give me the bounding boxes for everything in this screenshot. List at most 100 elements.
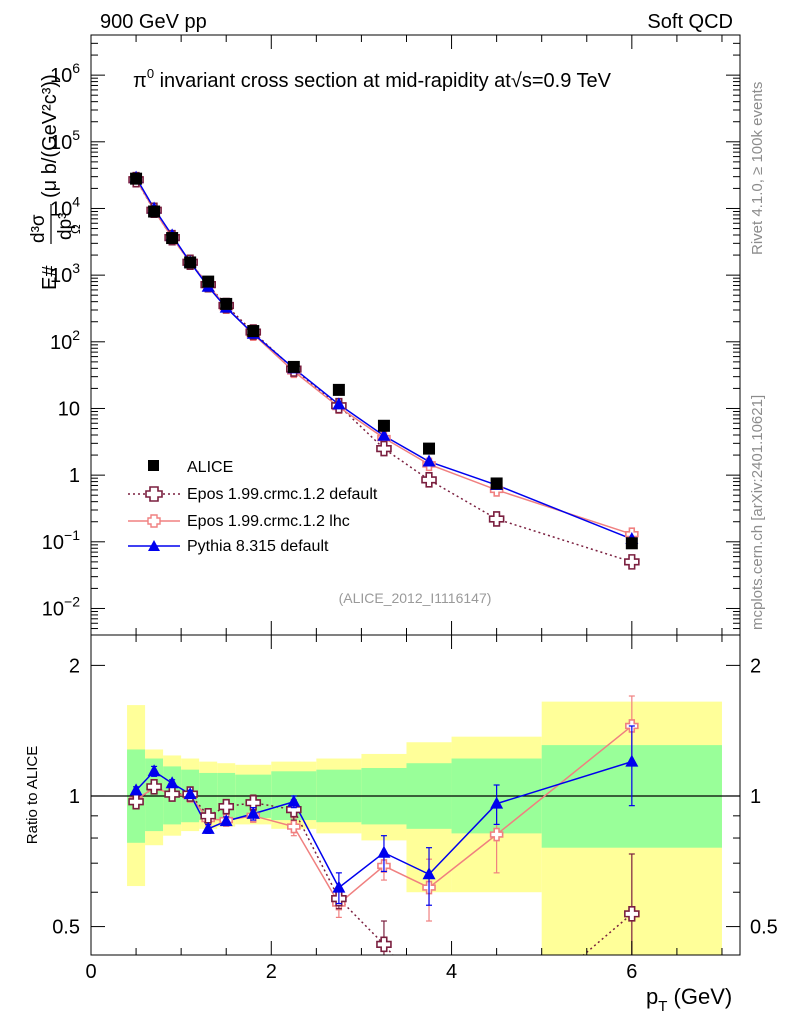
ratio-point-pythia-8-315-default-12	[625, 754, 639, 767]
main-point-epos-1-99-crmc-1-2-default-11	[488, 511, 505, 527]
ratio-ytick-label-right-2: 2	[750, 655, 761, 677]
ylabel-den-sub: Ω	[68, 224, 83, 234]
ratio-xtick-label-0: 0	[85, 961, 96, 983]
ratio-point-epos-1-99-crmc-1-2-lhc-11	[489, 827, 504, 842]
legend-marker-epos-lhc	[147, 514, 161, 528]
xlabel-units: (GeV)	[667, 984, 732, 1009]
main-ytick-label-base-6: 1	[69, 465, 80, 487]
main-ytick-label-5: 10	[58, 398, 80, 420]
main-ytick-label-base-0: 10	[50, 65, 72, 87]
legend-entry-pythia: Pythia 8.315 default	[128, 538, 329, 555]
ylabel-denominator: dp³	[55, 213, 76, 240]
ratio-point-pythia-8-315-default-10	[422, 867, 436, 880]
title-prefix: π	[133, 70, 147, 92]
ratio-ytick-label-right-1: 1	[750, 786, 761, 808]
ratio-point-pythia-8-315-default-2	[165, 776, 179, 789]
legend-marker-pythia	[148, 540, 160, 551]
main-ytick-label-2: 104	[50, 193, 80, 220]
legend-marker-epos-default	[145, 486, 163, 502]
ratio-series-group	[128, 695, 640, 955]
ratio-point-epos-1-99-crmc-1-2-default-4	[200, 808, 216, 824]
main-line-pythia-8-315-default	[135, 177, 633, 540]
ratio-point-epos-1-99-crmc-1-2-default-1	[146, 778, 162, 795]
header-right: Soft QCD	[647, 11, 733, 33]
main-series-group	[128, 170, 640, 570]
main-point-alice-9	[377, 419, 390, 432]
main-ytick-label-0: 106	[50, 60, 80, 87]
legend: ALICE Epos 1.99.crmc.1.2 default Epos 1.…	[128, 459, 378, 555]
main-ytick-label-exp-2: 4	[72, 193, 80, 209]
ratio-point-epos-1-99-crmc-1-2-default-5	[218, 798, 235, 815]
main-point-alice-1	[148, 205, 161, 218]
legend-entry-epos-lhc: Epos 1.99.crmc.1.2 lhc	[128, 513, 350, 530]
main-ytick-label-1: 105	[50, 127, 80, 154]
main-ytick-label-base-3: 10	[50, 265, 72, 287]
ratio-xtick-label-3: 6	[626, 961, 637, 983]
mcplots-label: mcplots.cern.ch [arXiv:2401.10621]	[749, 395, 766, 630]
ratio-ytick-label-left-2: 2	[69, 655, 80, 677]
main-ytick-label-8: 10−2	[42, 593, 80, 620]
legend-label-alice: ALICE	[187, 459, 233, 476]
ratio-point-epos-1-99-crmc-1-2-default-6	[245, 794, 262, 811]
main-ytick-label-base-5: 10	[58, 398, 80, 420]
main-ytick-label-6: 1	[69, 465, 80, 487]
ratio-point-pythia-8-315-default-5	[219, 814, 233, 827]
ratio-uncertainty-bands	[127, 701, 722, 955]
main-point-alice-4	[202, 275, 215, 288]
xlabel-sub: T	[658, 998, 667, 1015]
legend-label-epos-lhc: Epos 1.99.crmc.1.2 lhc	[187, 513, 350, 530]
ylabel-units: (μ b/(GeV²c³))	[39, 74, 61, 198]
legend-label-pythia: Pythia 8.315 default	[187, 538, 329, 555]
main-ylabel: E# d³σ dp³ Ω (μ b/(GeV²c³))	[28, 74, 83, 290]
legend-entry-epos-default: Epos 1.99.crmc.1.2 default	[128, 486, 378, 503]
ylabel-numerator: d³σ	[28, 214, 49, 243]
ratio-xlabel: pT (GeV)	[646, 984, 732, 1015]
main-ytick-label-exp-0: 6	[72, 60, 80, 76]
main-point-alice-2	[166, 232, 179, 245]
watermark: (ALICE_2012_I1116147)	[339, 590, 492, 606]
ratio-panel: 0.5 0.5 1 1 2 2 0 2 4 6 Ratio to ALICE pT (GeV)	[24, 634, 778, 1015]
xlabel-main: p	[646, 984, 658, 1009]
legend-entry-alice: ALICE	[148, 459, 233, 476]
main-point-pythia-8-315-default-9	[377, 428, 391, 441]
ratio-point-pythia-8-315-default-0	[129, 783, 143, 796]
main-point-pythia-8-315-default-8	[332, 397, 346, 410]
ratio-frame	[90, 634, 741, 956]
main-ytick-label-3: 103	[50, 260, 80, 287]
legend-label-epos-default: Epos 1.99.crmc.1.2 default	[187, 486, 378, 503]
ylabel-prefix: E#	[39, 265, 61, 290]
main-ytick-label-base-4: 10	[50, 332, 72, 354]
title-main: invariant cross section at mid-rapidity …	[154, 70, 511, 92]
ratio-point-epos-1-99-crmc-1-2-default-7	[286, 801, 302, 818]
ratio-point-epos-1-99-crmc-1-2-default-2	[164, 786, 180, 802]
ratio-point-epos-1-99-crmc-1-2-default-12	[624, 906, 640, 922]
ratio-xtick-label-2: 4	[446, 961, 457, 983]
main-ytick-label-base-1: 10	[50, 132, 72, 154]
ratio-point-epos-1-99-crmc-1-2-lhc-7	[287, 819, 301, 834]
main-ytick-label-7: 10−1	[42, 527, 80, 554]
header-left: 900 GeV pp	[100, 11, 207, 33]
main-point-alice-3	[184, 256, 197, 269]
ratio-xtick-label-1: 2	[266, 961, 277, 983]
main-point-alice-10	[423, 442, 436, 455]
ratio-point-pythia-8-315-default-1	[147, 764, 161, 777]
ratio-ytick-label-right-0: 0.5	[750, 917, 778, 939]
main-point-alice-7	[287, 360, 300, 373]
main-point-alice-5	[220, 297, 233, 310]
ratio-axis-ticks: 0.5 0.5 1 1 2 2 0 2 4 6	[52, 635, 778, 983]
title-tail: s=0.9 TeV	[522, 70, 612, 92]
main-ytick-label-exp-7: −1	[64, 527, 80, 543]
ratio-point-pythia-8-315-default-7	[287, 794, 301, 807]
ratio-ytick-label-left-0: 0.5	[52, 917, 80, 939]
main-point-epos-1-99-crmc-1-2-default-9	[376, 440, 392, 457]
title-sup: 0	[147, 66, 154, 81]
main-line-epos-1-99-crmc-1-2-lhc	[135, 178, 633, 535]
ratio-point-pythia-8-315-default-8	[332, 880, 346, 893]
ratio-point-epos-1-99-crmc-1-2-default-0	[128, 793, 144, 810]
ratio-point-pythia-8-315-default-3	[183, 787, 197, 800]
ratio-point-pythia-8-315-default-4	[201, 821, 215, 834]
chart-title: π0 invariant cross section at mid-rapidi…	[133, 66, 612, 92]
